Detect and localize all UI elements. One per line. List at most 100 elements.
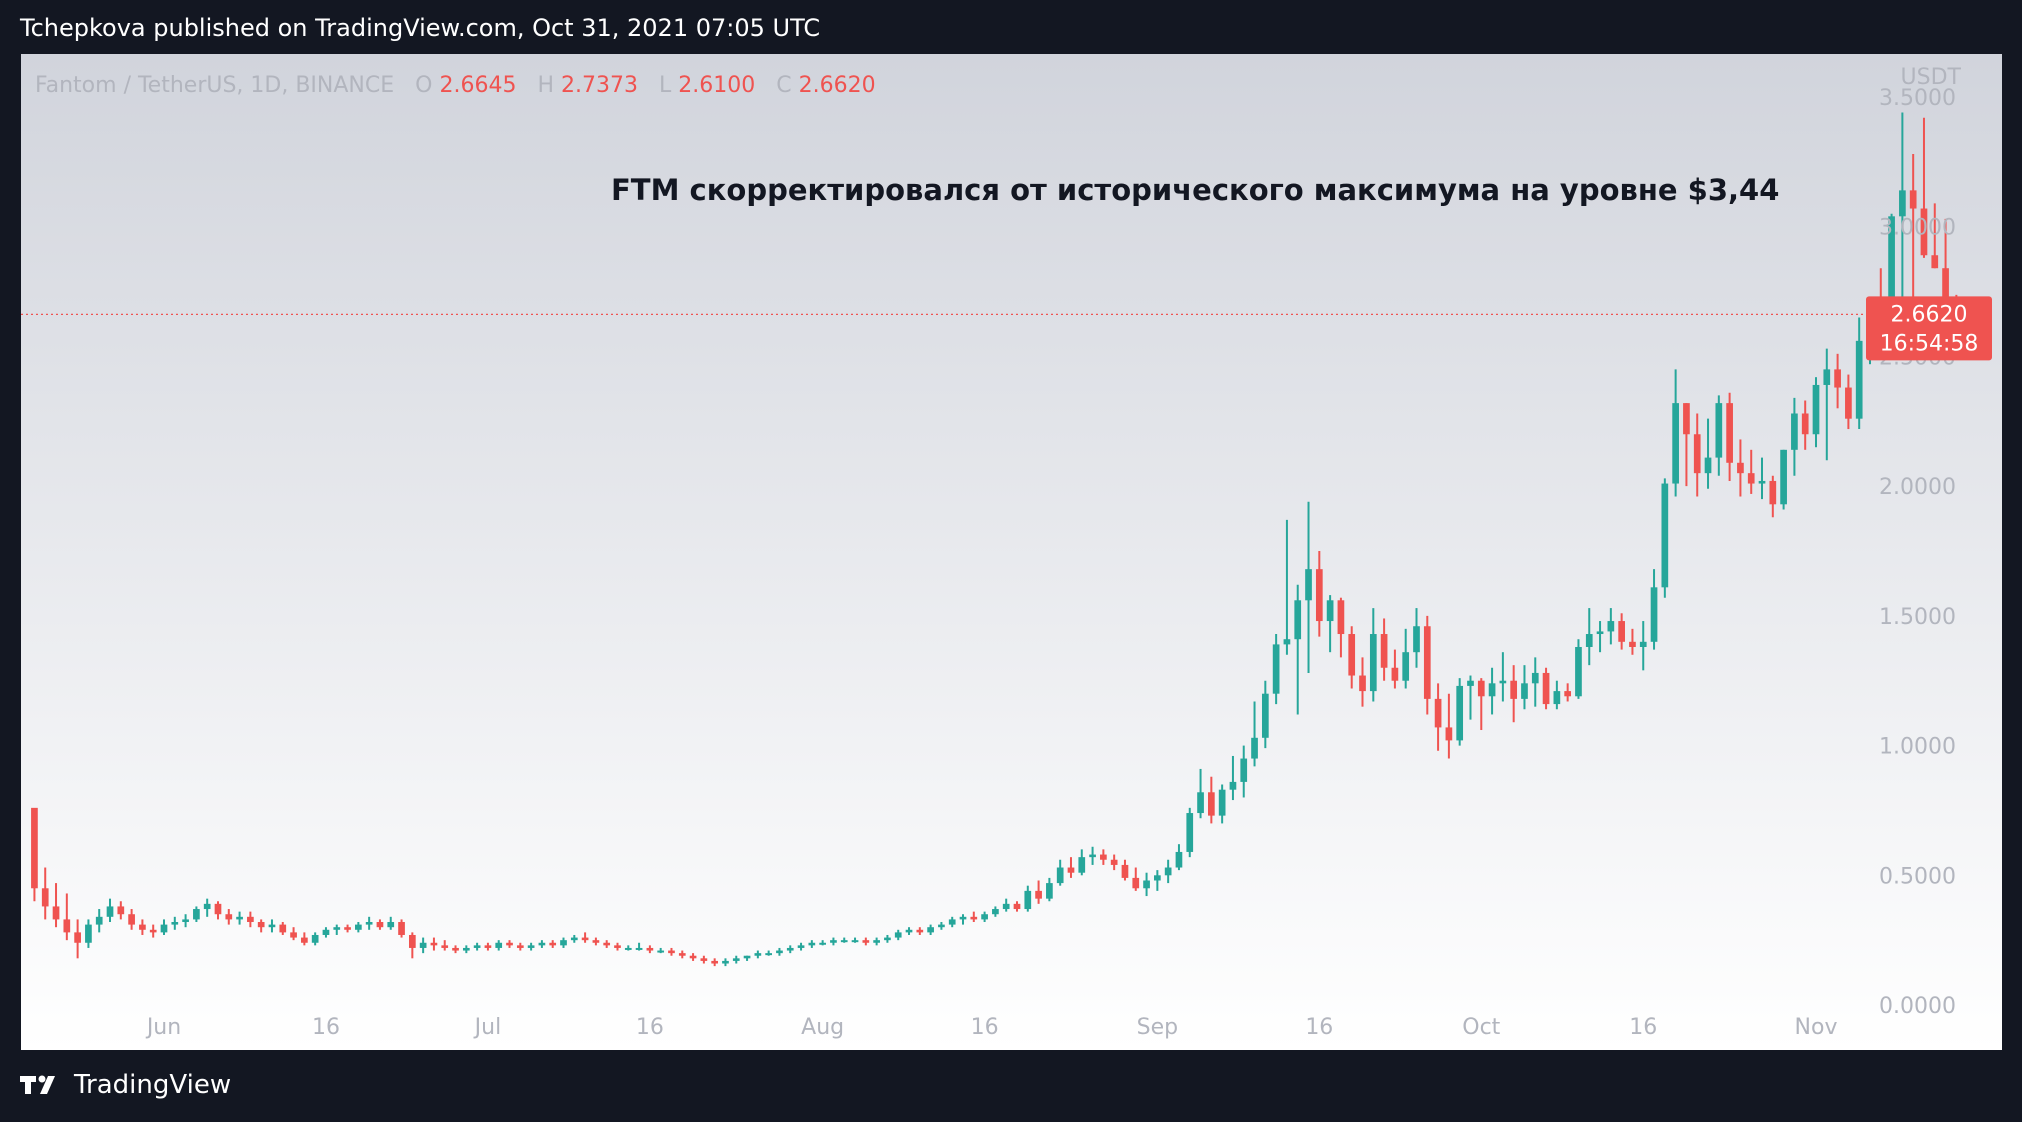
candle-body (1002, 903, 1010, 910)
candle-body (1931, 255, 1939, 269)
symbol-name: Fantom / TetherUS, 1D, BINANCE (35, 73, 394, 98)
candle (149, 924, 157, 938)
candle (1305, 501, 1312, 673)
y-tick-label: 1.5000 (1879, 605, 1956, 630)
candle-body (1013, 903, 1021, 910)
candle-body (257, 922, 265, 928)
candle-body (1942, 268, 1949, 321)
symbol-legend[interactable]: Fantom / TetherUS, 1D, BINANCE O 2.6645 … (35, 73, 876, 98)
candle (117, 901, 125, 920)
candle (106, 898, 114, 923)
y-tick-label: 0.0000 (1879, 994, 1956, 1019)
candle (1791, 397, 1798, 476)
candle-body (1477, 680, 1485, 697)
candle-body (95, 916, 103, 925)
candle (797, 942, 805, 951)
candle-body (473, 945, 481, 948)
candle-body (592, 940, 600, 943)
candle (1402, 628, 1410, 689)
candle-body (819, 942, 826, 945)
candle (1499, 652, 1507, 702)
candle (1521, 665, 1528, 710)
candle-body (1110, 859, 1118, 865)
candle (1164, 859, 1172, 884)
candle (570, 934, 578, 943)
candle-body (311, 934, 319, 943)
candle-body (1747, 473, 1755, 484)
candle-body (1909, 190, 1917, 209)
candle (1531, 657, 1539, 707)
candle-body (905, 929, 913, 933)
candle (581, 932, 589, 943)
candle (1240, 745, 1248, 798)
candle-body (1337, 600, 1345, 635)
tradingview-logo[interactable]: TradingView (20, 1070, 231, 1100)
chart-annotation: FTM скорректировался от исторического ма… (611, 173, 1779, 207)
x-axis[interactable]: Jun 16 Jul 16 Aug 16 Sep 16 Oct 16 Nov (145, 1015, 1838, 1040)
candle (1056, 859, 1064, 886)
candle-body (884, 937, 891, 941)
candle-body (786, 947, 794, 951)
chart-frame[interactable]: 0.00000.50001.00001.50002.00002.50003.00… (21, 54, 2002, 1050)
y-axis[interactable]: 0.00000.50001.00001.50002.00002.50003.00… (1879, 86, 1956, 1019)
candle (1326, 595, 1334, 653)
candle-body (1845, 387, 1852, 419)
candle (1251, 701, 1258, 767)
candle-body (225, 914, 233, 920)
candle-body (1650, 587, 1658, 642)
candle (754, 950, 762, 959)
candle (1046, 877, 1053, 902)
candle-body (1154, 875, 1161, 881)
candle-body (430, 942, 438, 946)
candlestick-chart[interactable]: 0.00000.50001.00001.50002.00002.50003.00… (21, 54, 2002, 1050)
candle-body (1078, 857, 1086, 873)
candle-body (1791, 413, 1798, 450)
candle (1542, 667, 1550, 710)
candle-body (711, 960, 719, 964)
candle-body (1888, 216, 1895, 328)
candle (603, 940, 611, 948)
candle-body (1575, 646, 1582, 697)
candle (1445, 693, 1453, 759)
candle-body (85, 924, 92, 943)
candle-body (549, 942, 557, 946)
candle (635, 942, 643, 951)
candle (1575, 639, 1582, 699)
candle (840, 937, 848, 943)
candle (786, 945, 794, 954)
candle (592, 937, 600, 946)
candle-body (1046, 883, 1053, 899)
candle (927, 924, 934, 935)
candle-body (290, 932, 297, 938)
candle-body (1661, 483, 1669, 588)
candle (732, 955, 740, 964)
candle (722, 958, 729, 967)
candle-body (527, 945, 535, 948)
candle-body (743, 955, 751, 959)
candle (1359, 657, 1366, 707)
candle-body (1056, 867, 1064, 884)
candle-body (419, 942, 427, 948)
candle-body (203, 903, 211, 910)
candle (1434, 683, 1442, 751)
candle (452, 945, 459, 954)
candle-body (1618, 621, 1625, 642)
candle (301, 932, 308, 946)
y-axis-unit: USDT (1901, 65, 1962, 90)
candle-body (678, 953, 686, 956)
candle-body (214, 903, 222, 915)
candle-body (635, 947, 643, 950)
candle-body (322, 929, 330, 935)
candle-body (581, 937, 589, 941)
candle-body (236, 916, 243, 920)
candle (830, 937, 837, 946)
candle (1110, 854, 1118, 871)
candle-body (560, 940, 567, 946)
candle-body (1434, 698, 1442, 728)
candle (214, 901, 222, 920)
candle-body (1456, 685, 1464, 741)
candle-body (1596, 631, 1604, 635)
candle (1596, 621, 1604, 653)
candle (473, 942, 481, 951)
candle (365, 916, 373, 930)
